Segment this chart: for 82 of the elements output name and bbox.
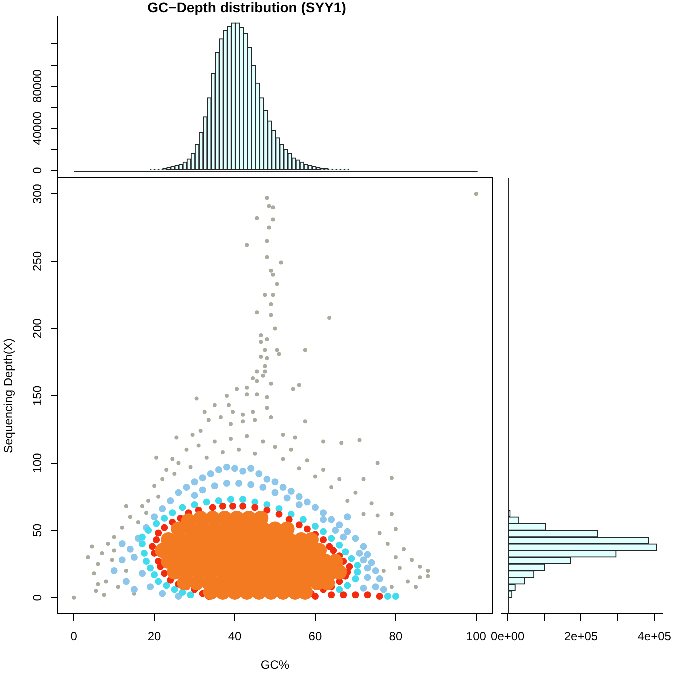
point — [352, 576, 360, 583]
point — [352, 592, 360, 599]
point — [187, 592, 194, 599]
y-tick-label: 0 — [30, 167, 45, 174]
point — [300, 516, 307, 524]
point — [326, 543, 334, 550]
point — [330, 547, 338, 554]
point — [312, 523, 319, 530]
y-tick-label: 80000 — [30, 69, 45, 104]
point — [264, 506, 271, 514]
point — [328, 535, 336, 542]
point — [312, 593, 319, 600]
point — [161, 570, 168, 578]
point — [392, 593, 400, 600]
x-tick-label: 60 — [308, 630, 322, 644]
point — [354, 568, 362, 576]
point — [346, 563, 354, 570]
x-tick-label: 80 — [389, 630, 403, 644]
x-tick-label: 100 — [466, 630, 487, 644]
point — [138, 534, 146, 541]
point — [354, 562, 362, 570]
point — [203, 498, 210, 506]
y-tick-label: 40000 — [30, 112, 45, 146]
point — [342, 548, 350, 556]
point — [209, 504, 216, 512]
point — [276, 510, 283, 518]
y-tick-label: 250 — [30, 251, 44, 272]
point — [240, 502, 247, 510]
point — [252, 504, 259, 512]
point — [296, 522, 303, 529]
point — [157, 563, 164, 570]
x-axis-title: GC% — [260, 658, 290, 672]
y-tick-label: 300 — [30, 184, 44, 204]
point — [215, 497, 222, 504]
point — [155, 530, 162, 537]
point — [288, 510, 295, 518]
point — [153, 520, 160, 528]
y-tick-label: 200 — [30, 318, 44, 339]
point — [364, 592, 372, 599]
x-tick-label: 20 — [148, 630, 162, 644]
point — [149, 543, 156, 550]
x-tick-label: 2e+05 — [564, 630, 598, 644]
y-tick-label: 50 — [30, 524, 44, 538]
point — [138, 540, 146, 548]
point — [344, 582, 352, 590]
point — [191, 502, 198, 508]
point — [153, 536, 160, 544]
chart-title: GC−Depth distribution (SYY1) — [148, 0, 346, 16]
point — [179, 504, 186, 512]
point — [336, 586, 344, 594]
y-axis-title: Sequencing Depth(X) — [2, 338, 16, 454]
point — [151, 571, 158, 578]
point — [161, 514, 168, 522]
x-tick-label: 4e+05 — [638, 630, 672, 644]
point — [348, 555, 356, 562]
point — [320, 536, 328, 544]
point — [169, 510, 176, 517]
point — [320, 528, 328, 536]
point — [227, 496, 234, 504]
point — [304, 526, 311, 533]
point — [240, 496, 247, 504]
x-tick-label: 40 — [228, 630, 242, 644]
y-tick-label: 150 — [30, 386, 44, 406]
point — [161, 524, 168, 532]
point — [147, 564, 154, 572]
point — [141, 550, 148, 557]
x-tick-label: 0 — [70, 630, 78, 644]
y-tick-label: 0 — [30, 594, 44, 602]
point — [340, 592, 348, 599]
x-tick-label: 0e+00 — [491, 630, 526, 644]
point — [145, 527, 152, 534]
point — [171, 586, 178, 594]
point — [328, 592, 336, 599]
point — [219, 502, 226, 510]
y-tick-label: 100 — [30, 452, 44, 474]
point — [163, 582, 170, 590]
point — [384, 593, 392, 600]
point — [336, 542, 344, 549]
point — [230, 502, 237, 510]
point — [376, 593, 384, 600]
point — [155, 578, 162, 586]
point — [143, 558, 150, 566]
